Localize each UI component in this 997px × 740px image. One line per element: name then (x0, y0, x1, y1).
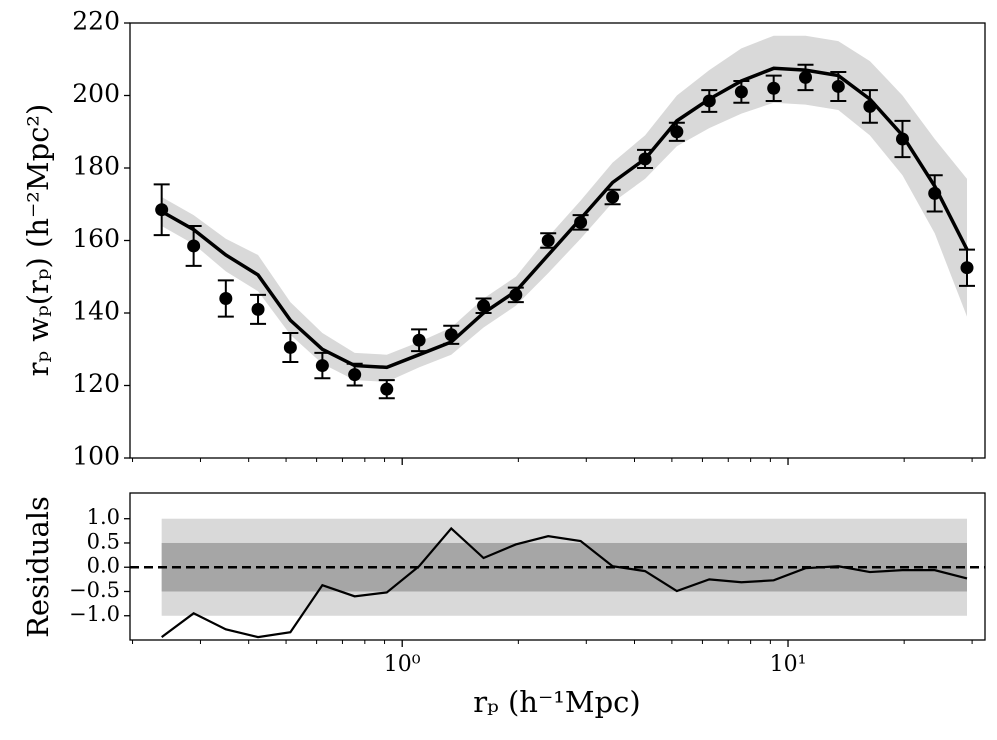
x-tick-label: 10¹ (770, 652, 807, 677)
data-point (541, 234, 555, 247)
data-point (960, 261, 974, 275)
data-point (251, 302, 265, 316)
y-axis-label: rₚ wₚ(rₚ) (h⁻²Mpc²) (21, 104, 55, 377)
y-tick-label: 0.0 (87, 554, 120, 578)
x-tick-label: 10⁰ (384, 652, 421, 677)
y-tick-label: 1.0 (87, 505, 120, 529)
y-tick-label: 140 (72, 297, 120, 326)
plot-area (153, 35, 976, 400)
data-point (283, 340, 297, 354)
axes-frame (129, 492, 986, 641)
data-point (412, 333, 426, 347)
data-point (155, 203, 169, 217)
data-point (444, 328, 458, 342)
data-point (799, 70, 813, 84)
plot-area (130, 518, 985, 639)
data-point (348, 368, 362, 382)
data-point (670, 125, 684, 139)
data-point (895, 132, 909, 146)
data-point (509, 288, 523, 302)
y-tick-label: 100 (72, 442, 120, 471)
data-point (574, 215, 588, 229)
data-point (831, 79, 845, 93)
y-tick-label: 220 (72, 7, 120, 36)
x-axis-label: rₚ (h⁻¹Mpc) (473, 685, 640, 719)
data-point (702, 94, 716, 108)
data-point (638, 152, 652, 166)
y-tick-label: −0.5 (69, 578, 120, 602)
y-tick-label: 0.5 (87, 529, 120, 553)
data-point (734, 85, 748, 99)
data-point (219, 292, 233, 305)
y-axis-label: Residuals (21, 496, 55, 638)
model-band (161, 35, 968, 382)
y-tick-label: 200 (72, 79, 120, 108)
data-point (606, 190, 620, 204)
y-tick-label: 160 (72, 224, 120, 253)
data-point (315, 359, 329, 373)
data-point (380, 382, 394, 396)
y-tick-label: −1.0 (69, 602, 120, 626)
data-point (928, 186, 942, 200)
line (160, 66, 969, 370)
data-point (863, 99, 877, 113)
data-point (767, 81, 781, 95)
data-point (187, 239, 201, 253)
data-point (477, 299, 491, 313)
y-tick-label: 120 (72, 369, 120, 398)
line (161, 526, 968, 639)
y-tick-label: 180 (72, 152, 120, 181)
